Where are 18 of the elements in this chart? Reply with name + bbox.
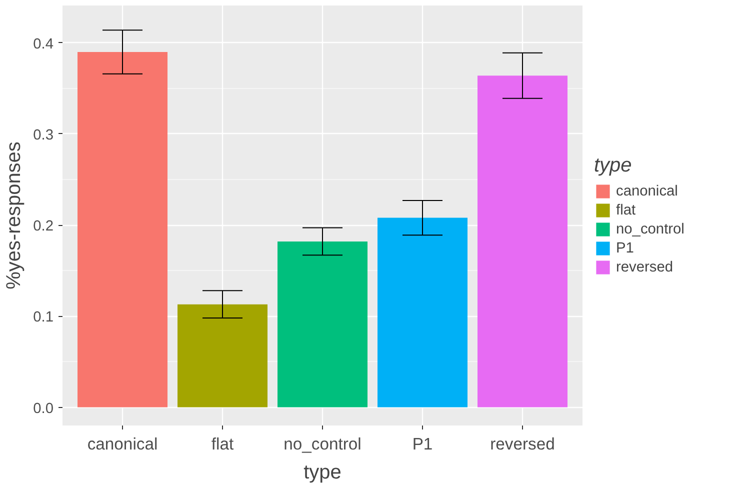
legend-label: P1	[616, 240, 635, 256]
x-tick-label: flat	[211, 434, 234, 454]
x-tick-label: P1	[412, 434, 433, 454]
y-tick-label: 0.4	[33, 36, 54, 52]
legend-label: flat	[616, 202, 637, 218]
x-tick-label: no_control	[284, 434, 362, 454]
y-tick-label: 0.2	[33, 218, 54, 235]
legend-label: canonical	[616, 183, 678, 199]
x-tick-label: canonical	[87, 434, 158, 454]
y-axis-title: %yes-responses	[3, 142, 26, 290]
x-tick-label: reversed	[490, 434, 555, 454]
legend-label: reversed	[616, 259, 674, 275]
legend-label: no_control	[616, 221, 684, 237]
x-axis-title: type	[304, 462, 342, 484]
y-tick-label: 0.0	[33, 400, 54, 417]
legend-title: type	[594, 154, 633, 178]
y-tick-label: 0.1	[33, 310, 54, 326]
y-tick-label: 0.3	[33, 127, 54, 144]
